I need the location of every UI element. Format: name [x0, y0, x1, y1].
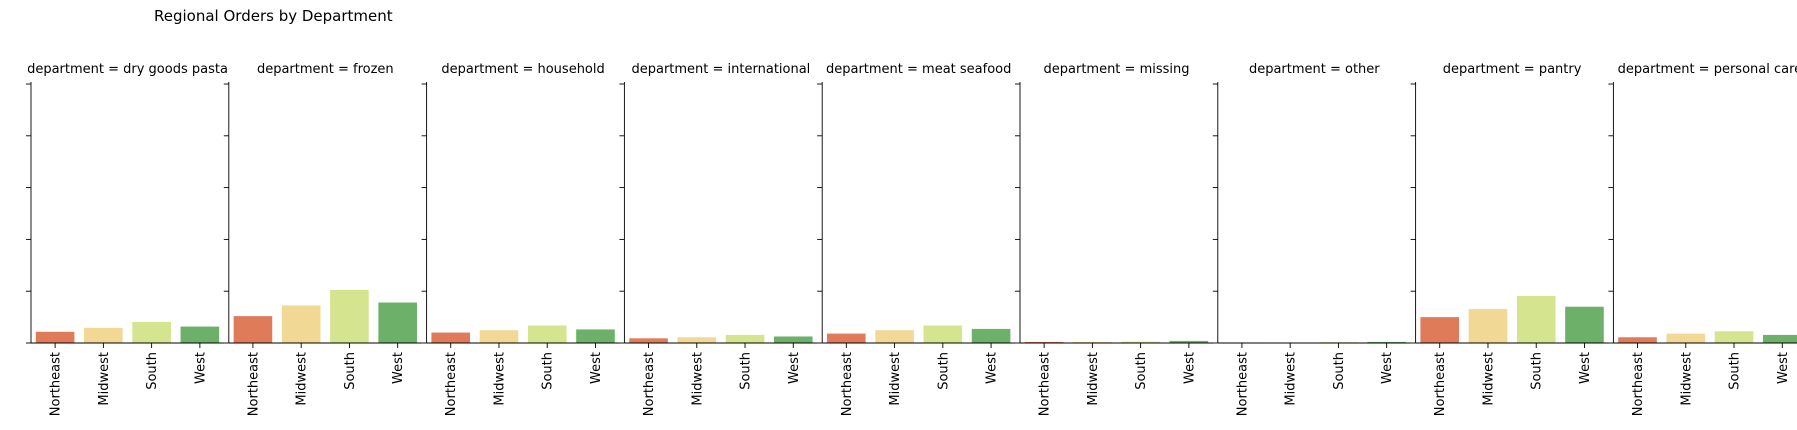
bar-west [1762, 334, 1797, 343]
bar-northeast [233, 316, 273, 343]
x-tick-label: South [1728, 352, 1743, 390]
bar-midwest [84, 327, 123, 343]
facet-title: department = personal care [1618, 62, 1797, 77]
bar-south [923, 325, 963, 343]
facet-panel-2: department = household Northeast Midwest So… [421, 62, 620, 416]
facet-panel-3: department = international Northeast Midwe… [619, 62, 818, 416]
facet-title: department = meat seafood [826, 62, 1011, 77]
x-tick-label: West [193, 352, 208, 384]
bar-midwest [875, 330, 914, 343]
x-tick-label: South [1332, 352, 1347, 390]
x-tick-label: South [145, 352, 160, 390]
x-tick-label: West [391, 352, 406, 384]
facet-panel-0: department = dry goods pasta Northeast Mid… [26, 62, 228, 416]
bar-midwest [677, 337, 717, 343]
x-tick-label: Midwest [492, 352, 507, 406]
x-tick-label: South [1530, 352, 1545, 390]
bar-south [527, 325, 567, 343]
bar-northeast [431, 332, 471, 343]
bar-west [971, 328, 1011, 343]
x-tick-label: Midwest [295, 352, 310, 406]
x-tick-label: South [936, 352, 951, 390]
bar-northeast [629, 338, 668, 343]
x-tick-label: West [1776, 352, 1791, 384]
x-tick-label: Midwest [888, 352, 903, 406]
bar-south [132, 321, 171, 343]
bar-northeast [35, 331, 75, 343]
facet-panel-6: department = other Northeast Midwest South W… [1212, 62, 1411, 416]
bar-midwest [1468, 309, 1508, 343]
x-tick-label: Midwest [1284, 352, 1299, 406]
x-tick-label: Northeast [49, 352, 64, 416]
x-tick-label: Northeast [1433, 352, 1448, 416]
bar-northeast [827, 333, 866, 343]
x-tick-label: West [787, 352, 802, 384]
bar-west [1169, 340, 1209, 343]
facets-container: department = dry goods pasta Northeast Mid… [26, 62, 1797, 416]
facet-title: department = pantry [1443, 62, 1582, 77]
facet-title: department = other [1249, 62, 1380, 77]
x-tick-label: Northeast [840, 352, 855, 416]
x-tick-label: Northeast [642, 352, 657, 416]
bar-west [378, 302, 417, 343]
x-tick-label: Northeast [444, 352, 459, 416]
x-tick-label: South [1134, 352, 1149, 390]
bar-south [330, 290, 369, 343]
x-tick-label: Midwest [1679, 352, 1694, 406]
bar-south [1121, 341, 1160, 343]
facet-title: department = international [631, 62, 810, 77]
bar-northeast [1420, 317, 1460, 343]
x-tick-label: Midwest [1086, 352, 1101, 406]
bar-west [576, 329, 615, 343]
facet-title: department = missing [1044, 62, 1190, 77]
x-tick-label: Northeast [1038, 352, 1053, 416]
facet-panel-8: department = personal care Northeast Midwe… [1608, 62, 1797, 416]
facet-title: department = frozen [257, 62, 394, 77]
bar-west [773, 336, 813, 343]
bar-midwest [1666, 333, 1706, 343]
x-tick-label: West [1578, 352, 1593, 384]
x-tick-label: Northeast [1631, 352, 1646, 416]
bar-south [1516, 296, 1556, 343]
bar-west [1565, 306, 1604, 343]
bar-midwest [479, 330, 519, 343]
x-tick-label: South [343, 352, 358, 390]
bar-northeast [1618, 337, 1657, 343]
x-tick-label: West [1380, 352, 1395, 384]
x-tick-label: West [1182, 352, 1197, 384]
x-tick-label: Midwest [97, 352, 112, 406]
x-tick-label: Northeast [246, 352, 261, 416]
chart-title: Regional Orders by Department [154, 7, 393, 25]
x-tick-label: South [541, 352, 556, 390]
bar-northeast [1024, 341, 1064, 343]
bar-south [725, 334, 765, 343]
bar-west [180, 326, 220, 343]
facet-panel-5: department = missing Northeast Midwest Sout… [1015, 62, 1213, 416]
bar-south [1714, 331, 1754, 343]
x-tick-label: West [985, 352, 1000, 384]
bar-midwest [281, 305, 321, 343]
facet-panel-7: department = pantry Northeast Midwest South… [1410, 62, 1609, 416]
facet-title: department = household [441, 62, 604, 77]
bar-west [1367, 341, 1406, 343]
x-tick-label: Midwest [1481, 352, 1496, 406]
x-tick-label: Northeast [1235, 352, 1250, 416]
facet-title: department = dry goods pasta [27, 62, 228, 77]
facet-panel-1: department = frozen Northeast Midwest South… [223, 62, 422, 416]
x-tick-label: South [739, 352, 754, 390]
bar-midwest [1073, 341, 1112, 343]
facet-panel-4: department = meat seafood Northeast Midwes… [817, 62, 1016, 416]
x-tick-label: West [589, 352, 604, 384]
x-tick-label: Midwest [690, 352, 705, 406]
